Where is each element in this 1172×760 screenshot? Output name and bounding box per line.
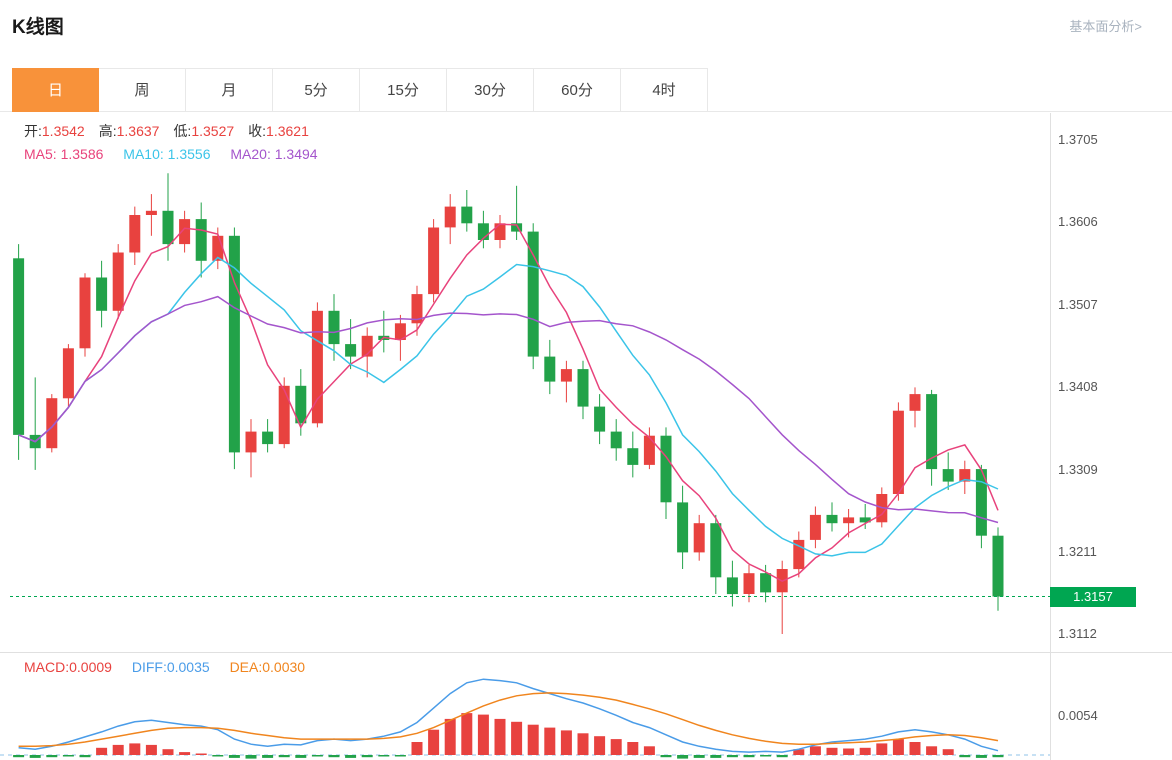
y-axis: 1.3705 1.3606 1.3507 1.3408 1.3309 1.3211 1.31… [1050, 113, 1172, 760]
tab-month[interactable]: 月 [186, 68, 273, 112]
low-label: 低: [173, 123, 192, 139]
ma5-legend: MA5: 1.3586 [24, 146, 104, 162]
tab-5min[interactable]: 5分 [273, 68, 360, 112]
current-price-badge: 1.3157 [1050, 587, 1136, 607]
open-label: 开: [24, 123, 42, 139]
y-axis-label: 1.3507 [1058, 297, 1098, 312]
y-axis-label: 1.3606 [1058, 214, 1098, 229]
low-value: 1.3527 [191, 123, 235, 139]
y-axis-label: 1.3309 [1058, 462, 1098, 477]
ma20-legend: MA20: 1.3494 [230, 146, 318, 162]
fundamental-analysis-link[interactable]: 基本面分析> [1069, 19, 1142, 34]
tab-week[interactable]: 周 [99, 68, 186, 112]
y-axis-line [1050, 113, 1051, 760]
high-value: 1.3637 [116, 123, 160, 139]
page-title: K线图 [12, 17, 64, 38]
macd-value-legend: MACD:0.0009 [24, 659, 112, 675]
high-label: 高: [98, 123, 117, 139]
y-axis-label: 1.3211 [1058, 544, 1097, 559]
tab-30min[interactable]: 30分 [447, 68, 534, 112]
macd-chart[interactable] [0, 655, 1050, 760]
tab-4hour[interactable]: 4时 [621, 68, 708, 112]
y-axis-label: 0.0054 [1058, 708, 1098, 723]
close-label: 收: [248, 123, 267, 139]
y-axis-label: 1.3112 [1058, 626, 1097, 641]
open-value: 1.3542 [41, 123, 85, 139]
dea-value-legend: DEA:0.0030 [229, 659, 306, 675]
chart-area: 1.3705 1.3606 1.3507 1.3408 1.3309 1.3211 1.31… [0, 113, 1172, 760]
y-axis-label: 1.3408 [1058, 379, 1098, 394]
ma10-legend: MA10: 1.3556 [123, 146, 211, 162]
timeframe-tabs: 日 周 月 5分 15分 30分 60分 4时 [12, 68, 708, 112]
tab-day[interactable]: 日 [12, 68, 99, 112]
candlestick-chart[interactable] [0, 113, 1050, 652]
tab-60min[interactable]: 60分 [534, 68, 621, 112]
ohlc-legend: 开:1.3542 高:1.3637 低:1.3527 收:1.3621 [24, 121, 323, 141]
macd-legend: MACD:0.0009 DIFF:0.0035 DEA:0.0030 [24, 659, 321, 675]
diff-value-legend: DIFF:0.0035 [131, 659, 210, 675]
close-value: 1.3621 [266, 123, 309, 139]
panel-divider [0, 652, 1172, 653]
ma-legend: MA5: 1.3586 MA10: 1.3556 MA20: 1.3494 [24, 146, 334, 162]
tab-15min[interactable]: 15分 [360, 68, 447, 112]
y-axis-label: 1.3705 [1058, 132, 1098, 147]
